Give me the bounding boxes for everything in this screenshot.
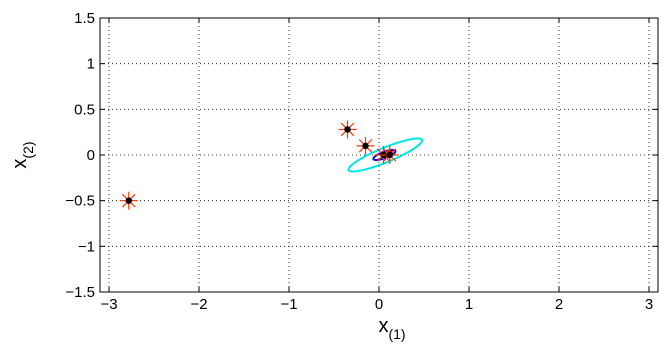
y-tick-label: −0.5 (65, 193, 95, 210)
y-tick-label: 1 (87, 56, 95, 73)
dot-marker (344, 126, 351, 133)
data-point (380, 146, 399, 164)
x-axis-label: x(1) (378, 315, 405, 342)
x-tick-label: 3 (645, 296, 653, 313)
dot-marker (125, 197, 132, 204)
x-tick-label: −2 (190, 296, 207, 313)
data-point (356, 136, 375, 155)
y-tick-label: −1 (78, 238, 95, 255)
x-tick-label: 2 (555, 296, 563, 313)
y-axis-label: x(2) (9, 141, 36, 168)
y-tick-label: 1.5 (74, 10, 95, 27)
data-point (338, 120, 357, 139)
y-tick-label: 0 (87, 147, 95, 164)
x-tick-label: −3 (100, 296, 117, 313)
dot-marker (362, 142, 369, 150)
y-axis-label-sub: (2) (20, 141, 36, 158)
data-point (119, 191, 138, 210)
y-axis-label-main: x (9, 159, 31, 169)
cyan-ellipse (347, 137, 424, 173)
points-layer (119, 120, 399, 210)
y-tick-labels: −1.5 −1 −0.5 0 0.5 1 1.5 (65, 10, 95, 301)
x-tick-label: −1 (280, 296, 297, 313)
dot-marker (386, 151, 393, 159)
x-axis-label-sub: (1) (388, 326, 405, 342)
x-tick-labels: −3 −2 −1 0 1 2 3 (100, 296, 653, 313)
y-tick-label: 0.5 (74, 101, 95, 118)
axis-ticks (100, 17, 658, 293)
y-tick-label: −1.5 (65, 284, 95, 301)
x-axis-label-main: x (378, 315, 388, 337)
x-tick-label: 1 (465, 296, 473, 313)
x-tick-label: 0 (375, 296, 383, 313)
